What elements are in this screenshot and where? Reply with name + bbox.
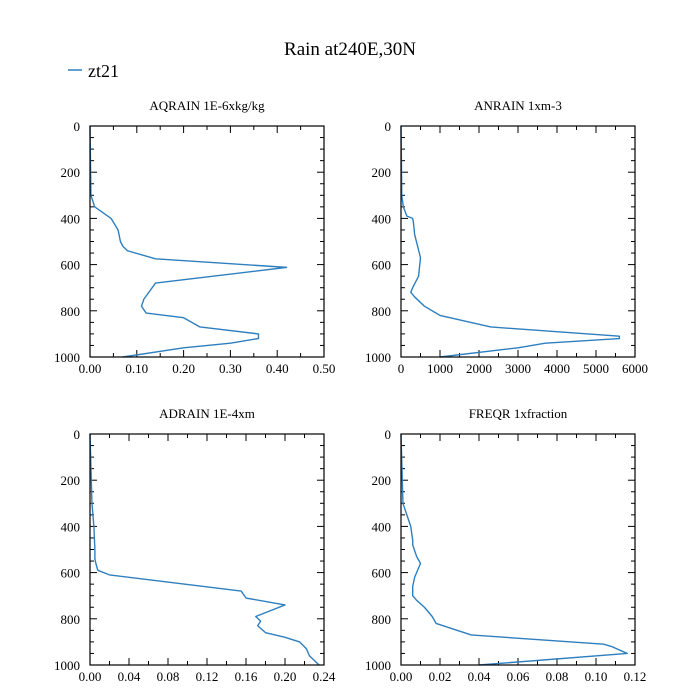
x-tick-label: 0.20 (274, 669, 297, 684)
y-tick-label: 0 (385, 427, 392, 442)
y-tick-label: 1000 (365, 350, 391, 365)
x-tick-label: 0.02 (429, 669, 452, 684)
x-tick-label: 0.04 (468, 669, 491, 684)
x-tick-label: 0.12 (196, 669, 219, 684)
x-tick-label: 0.30 (219, 361, 242, 376)
series-line-zt21 (400, 125, 621, 358)
panel-title: AQRAIN 1E-6xkg/kg (149, 98, 265, 113)
y-tick-label: 400 (61, 519, 81, 534)
x-tick-label: 0.12 (624, 669, 647, 684)
y-tick-label: 600 (61, 566, 81, 581)
panel-title: ANRAIN 1xm-3 (474, 98, 562, 113)
x-tick-label: 0.10 (125, 361, 148, 376)
x-tick-label: 0.50 (313, 361, 336, 376)
legend: zt21 (68, 61, 119, 81)
y-tick-label: 200 (61, 165, 81, 180)
y-tick-label: 200 (372, 473, 392, 488)
y-tick-label: 600 (372, 566, 392, 581)
plot-frame (89, 433, 325, 666)
series-line-zt21 (400, 433, 628, 666)
panels: AQRAIN 1E-6xkg/kg 0.00 0.10 0.20 0.30 0.40 0.5… (54, 98, 648, 684)
y-tick-label: 400 (61, 211, 81, 226)
x-tick-label: 5000 (583, 361, 609, 376)
x-tick-label: 0.00 (79, 669, 102, 684)
y-tick-label: 1000 (54, 350, 80, 365)
legend-label: zt21 (88, 61, 119, 81)
y-tick-label: 200 (372, 165, 392, 180)
y-tick-label: 0 (385, 119, 392, 134)
x-tick-label: 0.20 (172, 361, 195, 376)
plot-frame (400, 433, 636, 666)
y-tick-label: 1000 (365, 658, 391, 673)
x-tick-label: 2000 (466, 361, 492, 376)
y-tick-label: 600 (61, 258, 81, 273)
y-tick-label: 800 (61, 304, 81, 319)
chart-panel-2: ANRAIN 1xm-3 0 1000 2000 3000 4000 5000 6000 0 20… (365, 98, 648, 376)
x-tick-label: 0.40 (266, 361, 289, 376)
x-tick-label: 0.00 (79, 361, 102, 376)
chart-panel-1: AQRAIN 1E-6xkg/kg 0.00 0.10 0.20 0.30 0.40 0.5… (54, 98, 335, 376)
chart-panel-3: ADRAIN 1E-4xm 0.00 0.04 0.08 0.12 0.16 0.20 0.2… (54, 406, 336, 684)
x-tick-label: 6000 (622, 361, 648, 376)
chart-panel-4: FREQR 1xfraction 0.00 0.02 0.04 0.06 0.08 0.10… (365, 406, 646, 684)
y-tick-label: 1000 (54, 658, 80, 673)
y-tick-label: 400 (372, 211, 392, 226)
x-tick-label: 0 (398, 361, 405, 376)
x-tick-label: 1000 (427, 361, 453, 376)
x-tick-label: 0.08 (546, 669, 569, 684)
y-tick-label: 0 (74, 119, 81, 134)
x-tick-label: 0.10 (585, 669, 608, 684)
y-tick-label: 0 (74, 427, 81, 442)
y-tick-label: 200 (61, 473, 81, 488)
series-line-zt21 (89, 433, 320, 666)
y-tick-label: 800 (372, 612, 392, 627)
x-tick-label: 0.08 (157, 669, 180, 684)
panel-title: FREQR 1xfraction (469, 406, 568, 421)
series-line-zt21 (89, 125, 288, 358)
x-tick-label: 0.16 (235, 669, 258, 684)
x-tick-label: 3000 (505, 361, 531, 376)
x-tick-label: 0.06 (507, 669, 530, 684)
y-tick-label: 800 (372, 304, 392, 319)
x-tick-label: 0.24 (313, 669, 336, 684)
y-tick-label: 400 (372, 519, 392, 534)
chart-title: Rain at240E,30N (284, 39, 416, 60)
x-tick-label: 0.00 (390, 669, 413, 684)
plot-frame (400, 125, 636, 358)
y-tick-label: 600 (372, 258, 392, 273)
panel-title: ADRAIN 1E-4xm (159, 406, 255, 421)
y-tick-label: 800 (61, 612, 81, 627)
x-tick-label: 0.04 (118, 669, 141, 684)
x-tick-label: 4000 (544, 361, 570, 376)
plot-frame (89, 125, 325, 358)
